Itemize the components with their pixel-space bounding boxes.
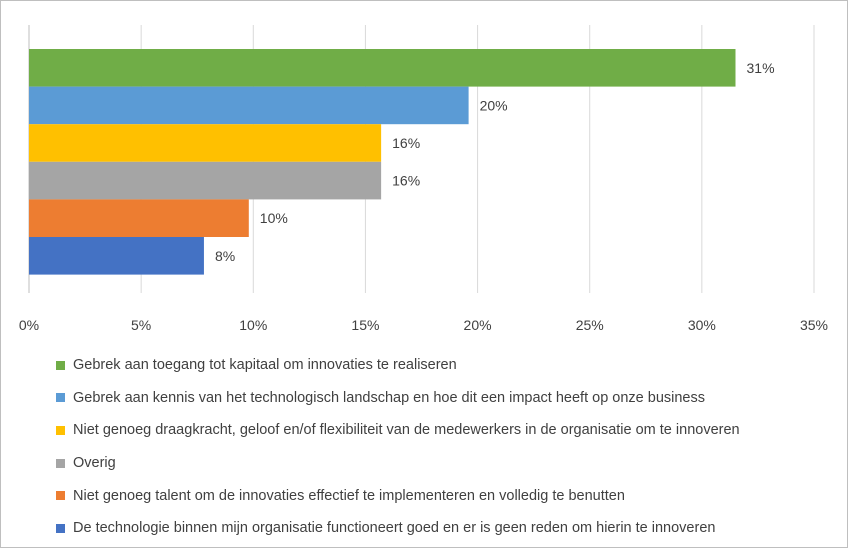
x-tick-label: 5% <box>131 317 151 333</box>
legend-swatch <box>56 458 65 468</box>
bar-data-label: 20% <box>480 97 508 113</box>
legend-swatch <box>56 360 65 370</box>
legend-label: Overig <box>73 455 116 472</box>
bar-data-label: 16% <box>392 173 420 189</box>
x-tick-label: 25% <box>576 317 604 333</box>
legend: Gebrek aan toegang tot kapitaal om innov… <box>56 349 836 545</box>
bar <box>29 86 469 125</box>
legend-label: Gebrek aan toegang tot kapitaal om innov… <box>73 357 457 374</box>
legend-label: Niet genoeg talent om de innovaties effe… <box>73 487 625 504</box>
x-tick-label: 0% <box>19 317 39 333</box>
x-axis-ticks: 0% 5% 10% 15% 20% 25% 30% 35% <box>19 317 828 333</box>
legend-label: De technologie binnen mijn organisatie f… <box>73 520 716 537</box>
legend-item: Overig <box>56 447 836 480</box>
x-tick-label: 30% <box>688 317 716 333</box>
bar <box>29 49 736 87</box>
bar <box>29 199 249 237</box>
bars <box>29 49 736 275</box>
legend-label: Gebrek aan kennis van het technologisch … <box>73 389 705 406</box>
bar <box>29 124 382 162</box>
bar-data-label: 31% <box>747 60 775 76</box>
legend-item: Gebrek aan kennis van het technologisch … <box>56 382 836 415</box>
legend-item: De technologie binnen mijn organisatie f… <box>56 512 836 545</box>
legend-swatch <box>56 425 65 435</box>
x-tick-label: 15% <box>351 317 379 333</box>
legend-swatch <box>56 491 65 501</box>
bar-data-label: 16% <box>392 135 420 151</box>
x-tick-label: 35% <box>800 317 828 333</box>
bar <box>29 237 204 275</box>
bar <box>29 161 382 200</box>
bar-data-label: 10% <box>260 210 288 226</box>
legend-swatch <box>56 523 65 533</box>
legend-label: Niet genoeg draagkracht, geloof en/of fl… <box>73 422 740 439</box>
bar-data-label: 8% <box>215 248 235 264</box>
x-tick-label: 20% <box>464 317 492 333</box>
legend-item: Gebrek aan toegang tot kapitaal om innov… <box>56 349 836 382</box>
data-labels: 31% 20% 16% 16% 10% 8% <box>215 60 775 264</box>
x-tick-label: 10% <box>239 317 267 333</box>
legend-item: Niet genoeg talent om de innovaties effe… <box>56 479 836 512</box>
legend-swatch <box>56 393 65 403</box>
legend-item: Niet genoeg draagkracht, geloof en/of fl… <box>56 414 836 447</box>
